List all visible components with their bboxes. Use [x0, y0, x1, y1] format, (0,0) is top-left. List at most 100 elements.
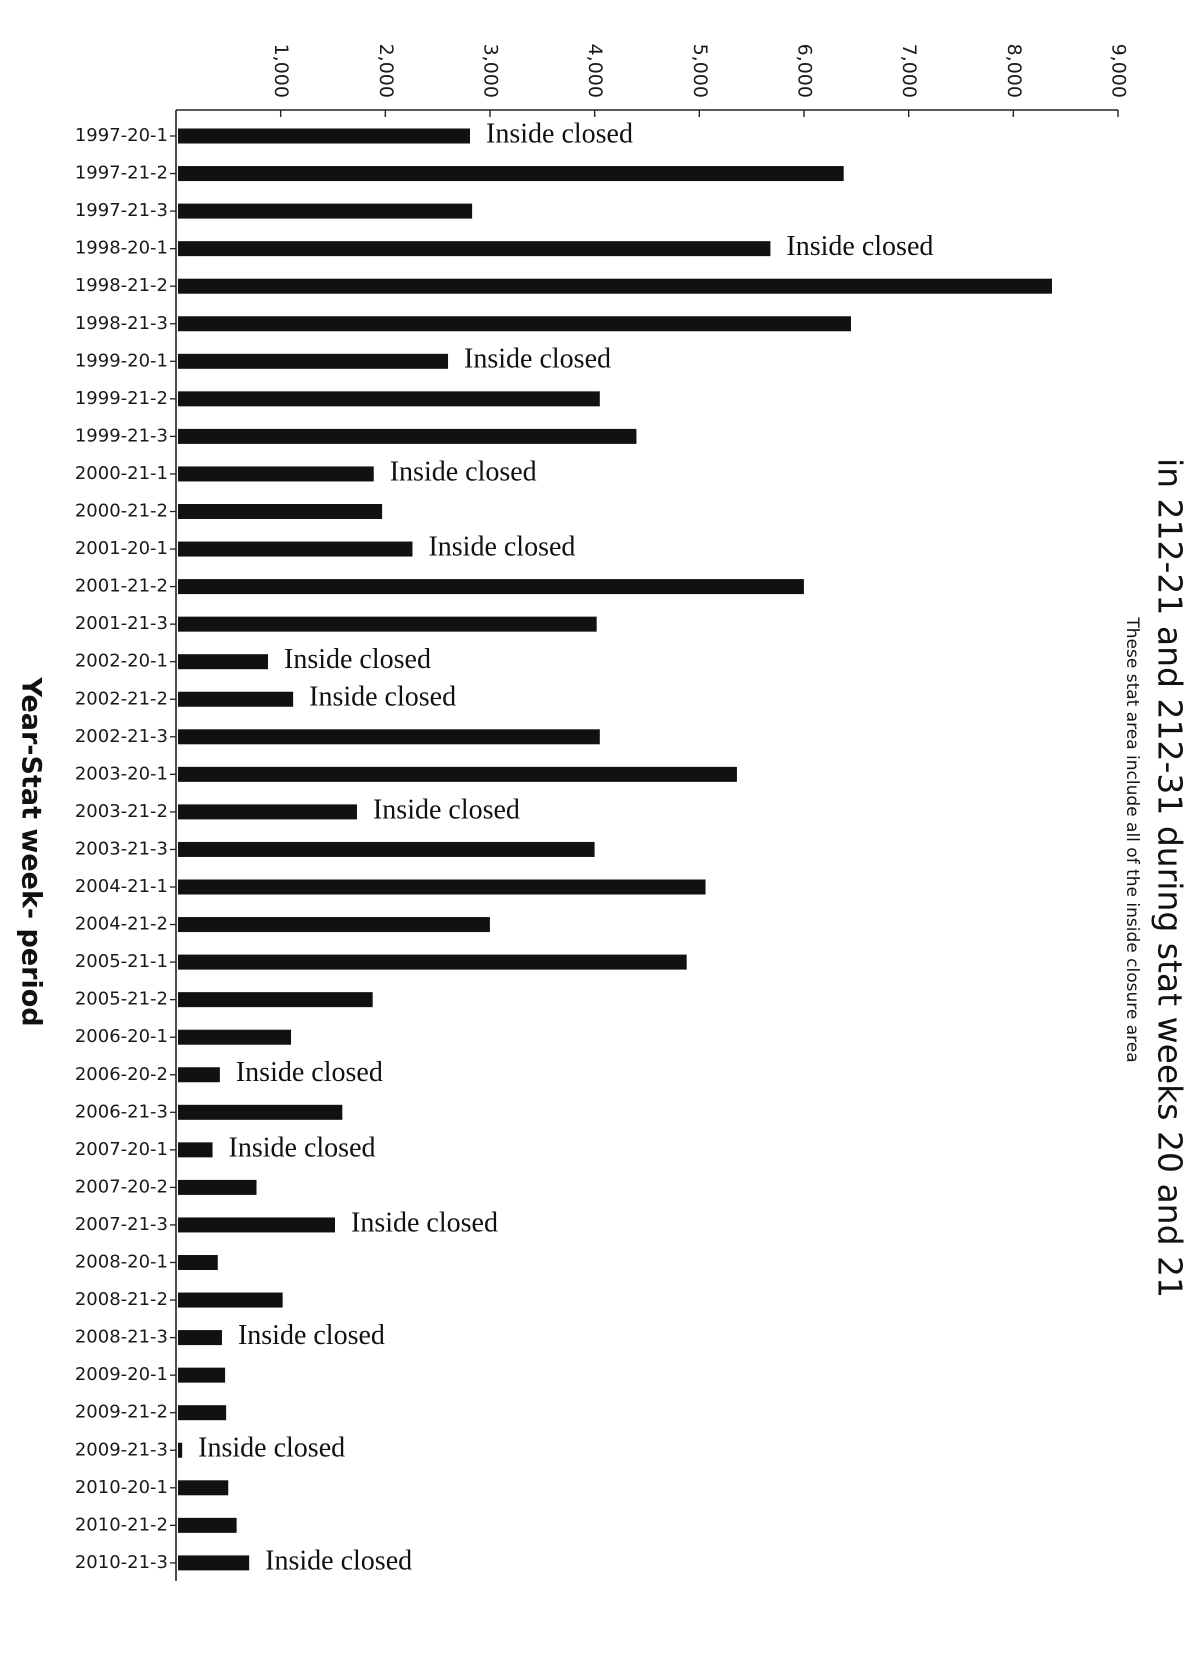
bar — [178, 954, 687, 970]
bar — [178, 128, 471, 144]
inside-closed-annotation: Inside closed — [284, 644, 431, 675]
bar — [178, 804, 357, 820]
bar — [178, 541, 413, 557]
category-label: 2009-20-1 — [75, 1364, 168, 1385]
category-label: 2007-21-3 — [75, 1214, 168, 1235]
bar — [178, 879, 706, 895]
category-label: 1999-20-1 — [75, 350, 168, 371]
category-label: 2002-21-3 — [75, 726, 168, 747]
bar — [178, 841, 595, 857]
bar — [178, 1067, 220, 1083]
category-label: 2010-20-1 — [75, 1477, 168, 1498]
bar — [178, 917, 490, 933]
inside-closed-annotation: Inside closed — [428, 531, 575, 562]
inside-closed-annotation: Inside closed — [373, 794, 520, 825]
category-label: 1998-21-2 — [75, 275, 168, 296]
bar — [178, 278, 1052, 294]
inside-closed-annotation: Inside closed — [265, 1545, 412, 1576]
inside-closed-annotation: Inside closed — [229, 1132, 376, 1163]
inside-closed-annotation: Inside closed — [390, 456, 537, 487]
category-label: 2007-20-1 — [75, 1139, 168, 1160]
category-label: 2008-21-2 — [75, 1289, 168, 1310]
category-label: 1999-21-2 — [75, 388, 168, 409]
bar — [178, 1480, 229, 1496]
inside-closed-annotation: Inside closed — [238, 1320, 385, 1351]
category-label: 1998-21-3 — [75, 313, 168, 334]
bar — [178, 166, 844, 182]
inside-closed-annotation: Inside closed — [351, 1207, 498, 1238]
inside-closed-annotation: Inside closed — [786, 231, 933, 262]
bar — [178, 1029, 292, 1045]
bar — [178, 1442, 183, 1458]
bar — [178, 654, 269, 670]
category-label: 2006-21-3 — [75, 1101, 168, 1122]
bar — [178, 1255, 218, 1270]
bar — [178, 428, 637, 444]
category-label: 2008-20-1 — [75, 1252, 168, 1273]
category-label: 2003-20-1 — [75, 763, 168, 784]
bar — [178, 729, 600, 745]
bar — [178, 1217, 335, 1233]
x-tick-label: 2,000 — [375, 44, 397, 98]
category-label: 2006-20-1 — [75, 1026, 168, 1047]
bar — [178, 1292, 283, 1308]
category-label: 1997-21-3 — [75, 200, 168, 221]
bars-layer — [178, 128, 1052, 1571]
bar — [178, 1330, 222, 1346]
category-label: 1998-20-1 — [75, 238, 168, 259]
y-axis-label: Year-Stat week- period — [16, 676, 47, 1026]
chart-title: in 212-21 and 212-31 during stat weeks 2… — [1151, 458, 1190, 1298]
bar — [178, 1555, 250, 1571]
bar — [178, 203, 473, 219]
bar — [178, 241, 771, 257]
inside-closed-annotation: Inside closed — [236, 1057, 383, 1088]
bar — [178, 391, 600, 407]
bar — [178, 1405, 227, 1421]
category-label: 2005-21-1 — [75, 951, 168, 972]
x-tick-label: 6,000 — [794, 44, 816, 98]
labels-layer: 1997-20-1 Inside closed 1997-21-2 1997-21-3… — [75, 118, 934, 1576]
x-tick-label: 5,000 — [689, 44, 711, 98]
bar — [178, 1517, 237, 1533]
bar — [178, 1367, 226, 1383]
category-label: 2000-21-1 — [75, 463, 168, 484]
x-tick-label: 9,000 — [1108, 44, 1130, 98]
category-label: 2008-21-3 — [75, 1327, 168, 1348]
bar — [178, 353, 449, 369]
category-label: 2001-20-1 — [75, 538, 168, 559]
category-label: 2001-21-3 — [75, 613, 168, 634]
bar — [178, 316, 852, 332]
category-label: 2003-21-3 — [75, 838, 168, 859]
inside-closed-annotation: Inside closed — [309, 682, 456, 713]
bar — [178, 579, 804, 595]
inside-closed-annotation: Inside closed — [486, 118, 633, 149]
category-label: 2000-21-2 — [75, 501, 168, 522]
bar — [178, 1179, 257, 1195]
category-label: 2005-21-2 — [75, 989, 168, 1010]
category-label: 2006-20-2 — [75, 1064, 168, 1085]
bar — [178, 1104, 343, 1120]
bar — [178, 992, 373, 1008]
x-tick-label: 4,000 — [584, 44, 606, 98]
category-label: 2004-21-2 — [75, 914, 168, 935]
x-tick-label: 3,000 — [480, 44, 502, 98]
category-label: 1997-21-2 — [75, 163, 168, 184]
category-label: 2003-21-2 — [75, 801, 168, 822]
bar — [178, 466, 374, 482]
category-label: 2010-21-2 — [75, 1514, 168, 1535]
bar — [178, 504, 383, 519]
x-tick-label: 8,000 — [1003, 44, 1025, 98]
inside-closed-annotation: Inside closed — [464, 344, 611, 375]
category-label: 1999-21-3 — [75, 425, 168, 446]
category-label: 2004-21-1 — [75, 876, 168, 897]
x-tick-label: 7,000 — [898, 44, 920, 98]
category-label: 2001-21-2 — [75, 576, 168, 597]
bar — [178, 691, 294, 707]
category-label: 2007-20-2 — [75, 1176, 168, 1197]
category-label: 2010-21-3 — [75, 1552, 168, 1573]
category-label: 2009-21-3 — [75, 1439, 168, 1460]
inside-closed-annotation: Inside closed — [198, 1433, 345, 1464]
bar — [178, 1142, 213, 1158]
chart-subtitle: These stat area include all of the insid… — [1122, 616, 1142, 1062]
